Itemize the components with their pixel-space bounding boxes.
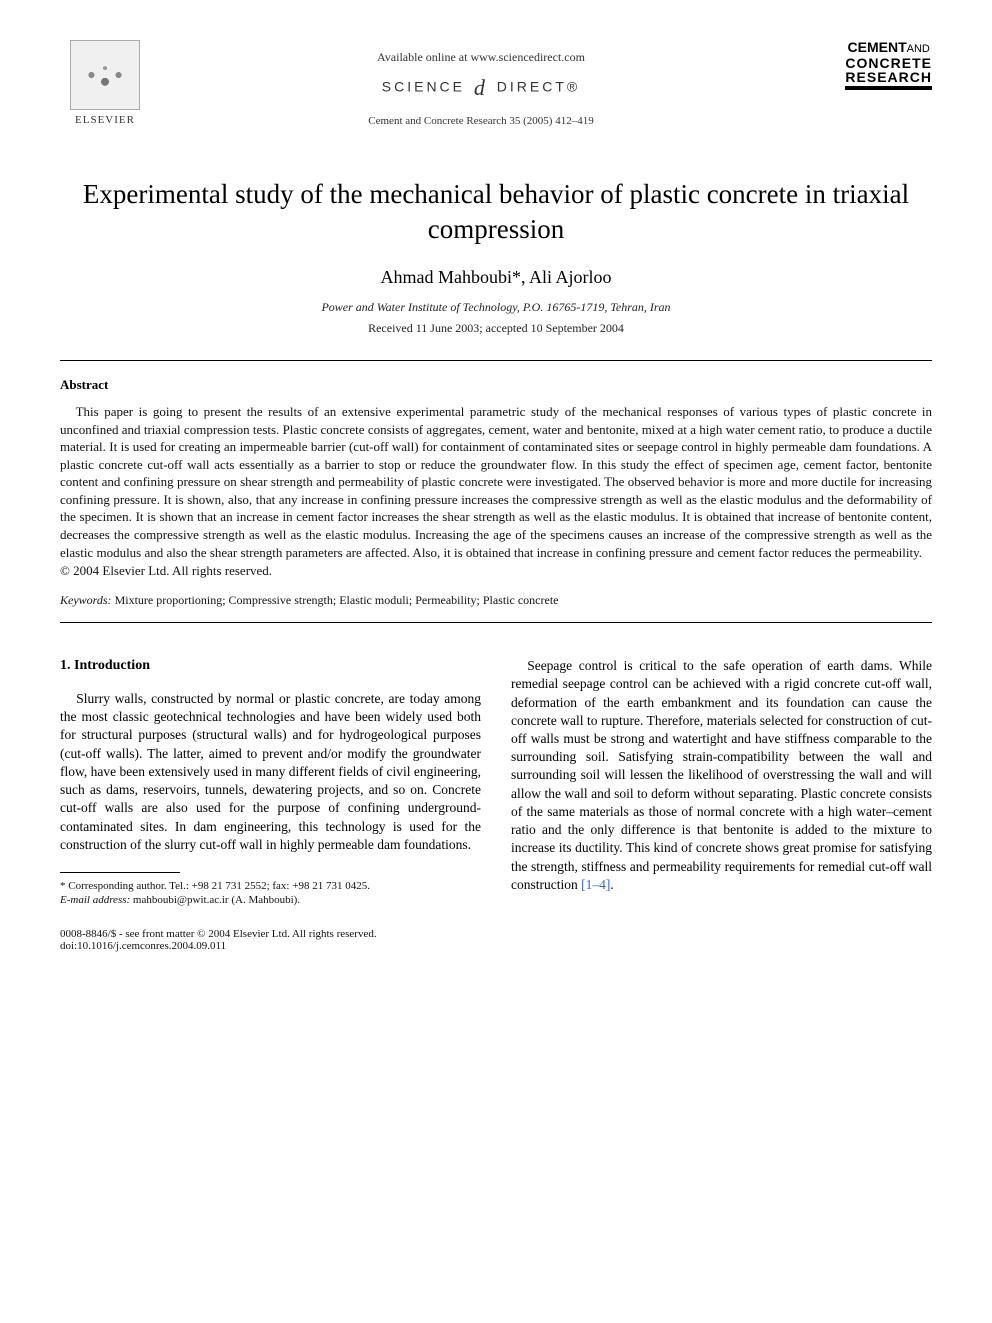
footnote-corresponding: * Corresponding author. Tel.: +98 21 731…	[60, 879, 481, 893]
received-accepted-dates: Received 11 June 2003; accepted 10 Septe…	[60, 321, 932, 336]
intro-para-1: Slurry walls, constructed by normal or p…	[60, 690, 481, 854]
elsevier-tree-icon	[70, 40, 140, 110]
sd-prefix: SCIENCE	[382, 79, 465, 95]
journal-logo-underline	[845, 86, 932, 90]
journal-reference: Cement and Concrete Research 35 (2005) 4…	[150, 115, 812, 127]
publisher-logo: ELSEVIER	[60, 40, 150, 126]
keywords-label: Keywords:	[60, 593, 112, 607]
journal-logo-and: AND	[907, 43, 930, 55]
corresponding-author-footnote: * Corresponding author. Tel.: +98 21 731…	[60, 879, 481, 908]
journal-logo-cement: CEMENT	[848, 39, 907, 55]
journal-logo: CEMENTAND CONCRETE RESEARCH	[812, 40, 932, 90]
abstract-copyright: © 2004 Elsevier Ltd. All rights reserved…	[60, 563, 932, 579]
intro-para-2-post: .	[610, 877, 613, 892]
footer-doi: doi:10.1016/j.cemconres.2004.09.011	[60, 940, 932, 952]
abstract-heading: Abstract	[60, 377, 932, 393]
intro-para-2-pre: Seepage control is critical to the safe …	[511, 658, 932, 892]
publisher-name: ELSEVIER	[75, 114, 135, 126]
affiliation: Power and Water Institute of Technology,…	[60, 300, 932, 315]
footnote-email-value: mahboubi@pwit.ac.ir (A. Mahboubi).	[133, 894, 300, 906]
sd-d-icon: d	[474, 75, 488, 101]
page-header: ELSEVIER Available online at www.science…	[60, 40, 932, 127]
body-columns: 1. Introduction Slurry walls, constructe…	[60, 657, 932, 907]
citation-link-1-4[interactable]: [1–4]	[581, 877, 610, 892]
article-title: Experimental study of the mechanical beh…	[60, 177, 932, 247]
rule-below-keywords	[60, 622, 932, 623]
intro-para-2: Seepage control is critical to the safe …	[511, 657, 932, 894]
sd-suffix: DIRECT®	[497, 79, 580, 95]
journal-logo-concrete: CONCRETE	[845, 56, 932, 70]
rule-above-abstract	[60, 360, 932, 361]
footnote-rule	[60, 872, 180, 873]
abstract-body: This paper is going to present the resul…	[60, 403, 932, 561]
authors: Ahmad Mahboubi*, Ali Ajorloo	[60, 267, 932, 288]
right-column: Seepage control is critical to the safe …	[511, 657, 932, 907]
keywords-line: Keywords: Mixture proportioning; Compres…	[60, 593, 932, 608]
page-footer: 0008-8846/$ - see front matter © 2004 El…	[60, 928, 932, 952]
footer-front-matter: 0008-8846/$ - see front matter © 2004 El…	[60, 928, 932, 940]
journal-logo-research: RESEARCH	[845, 70, 932, 84]
science-direct-logo: SCIENCE d DIRECT®	[150, 75, 812, 101]
footnote-email-label: E-mail address:	[60, 894, 130, 906]
section-1-heading: 1. Introduction	[60, 657, 481, 676]
header-center: Available online at www.sciencedirect.co…	[150, 40, 812, 127]
left-column: 1. Introduction Slurry walls, constructe…	[60, 657, 481, 907]
available-online-text: Available online at www.sciencedirect.co…	[150, 50, 812, 65]
keywords-text: Mixture proportioning; Compressive stren…	[115, 593, 559, 607]
